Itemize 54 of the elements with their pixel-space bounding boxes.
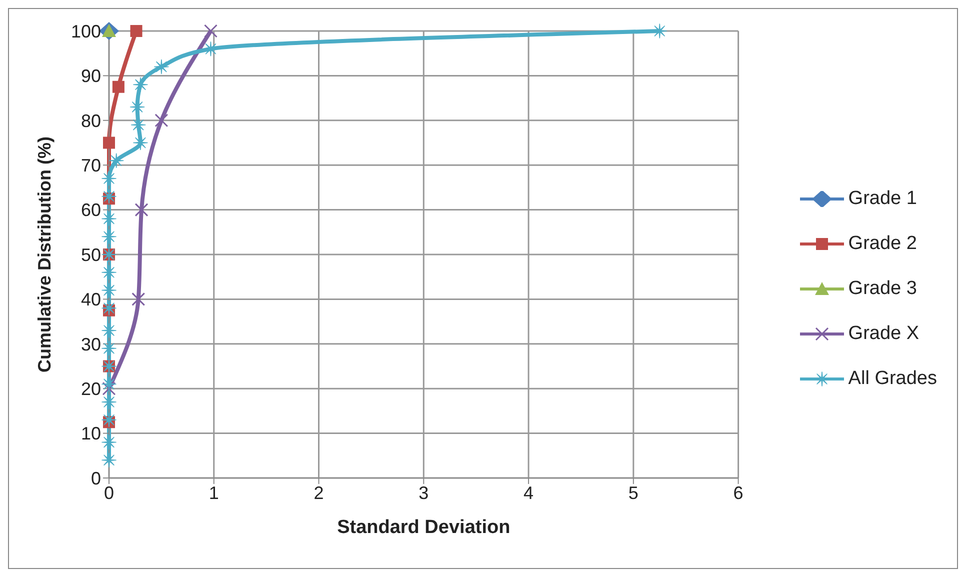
point bbox=[203, 41, 218, 56]
point bbox=[102, 412, 116, 428]
y-tick-label: 80 bbox=[80, 110, 101, 131]
point bbox=[130, 100, 145, 114]
point bbox=[102, 323, 116, 338]
x-tick-label: 6 bbox=[733, 482, 744, 503]
x-tick-label: 1 bbox=[208, 482, 219, 503]
point bbox=[102, 340, 116, 356]
x-tick-label: 5 bbox=[628, 482, 638, 503]
point bbox=[102, 229, 116, 244]
point bbox=[102, 171, 116, 186]
y-axis-title: Cumulative Distribution (%) bbox=[34, 136, 54, 373]
point bbox=[108, 153, 124, 168]
y-tick-label: 70 bbox=[80, 155, 101, 176]
legend-label: Grade 1 bbox=[848, 188, 917, 210]
point bbox=[133, 77, 148, 92]
point bbox=[112, 80, 124, 93]
y-tick-label: 10 bbox=[80, 424, 101, 444]
y-tick-label: 50 bbox=[80, 244, 101, 265]
point bbox=[154, 114, 168, 128]
point bbox=[130, 25, 142, 37]
point bbox=[102, 264, 116, 280]
legend-label: Grade X bbox=[848, 322, 920, 344]
point bbox=[102, 452, 116, 468]
legend-label: Grade 3 bbox=[848, 278, 917, 300]
y-tick-label: 0 bbox=[90, 468, 101, 488]
x-axis-title: Standard Deviation bbox=[337, 517, 510, 538]
point bbox=[652, 24, 668, 38]
y-tick-label: 20 bbox=[80, 378, 101, 399]
point bbox=[102, 282, 116, 298]
point bbox=[102, 376, 116, 392]
x-tick-label: 0 bbox=[104, 482, 114, 503]
point bbox=[102, 300, 116, 316]
x-tick-label: 4 bbox=[524, 482, 534, 503]
point bbox=[204, 24, 218, 38]
x-tick-label: 3 bbox=[418, 482, 429, 503]
point bbox=[132, 292, 146, 306]
x-tick-label: 2 bbox=[314, 482, 324, 503]
point bbox=[102, 394, 116, 410]
point bbox=[102, 434, 116, 450]
y-tick-label: 100 bbox=[70, 21, 101, 42]
legend-label: Grade 2 bbox=[848, 232, 917, 254]
point bbox=[103, 136, 115, 149]
point bbox=[134, 203, 148, 217]
point bbox=[102, 211, 116, 226]
y-tick-label: 90 bbox=[80, 66, 101, 86]
point bbox=[102, 188, 116, 204]
y-tick-label: 30 bbox=[80, 334, 101, 354]
y-tick-label: 60 bbox=[80, 200, 101, 220]
point bbox=[154, 59, 169, 74]
point bbox=[102, 382, 116, 396]
legend-label: All Grades bbox=[848, 368, 937, 390]
y-tick-label: 40 bbox=[80, 290, 101, 310]
point bbox=[133, 135, 148, 150]
